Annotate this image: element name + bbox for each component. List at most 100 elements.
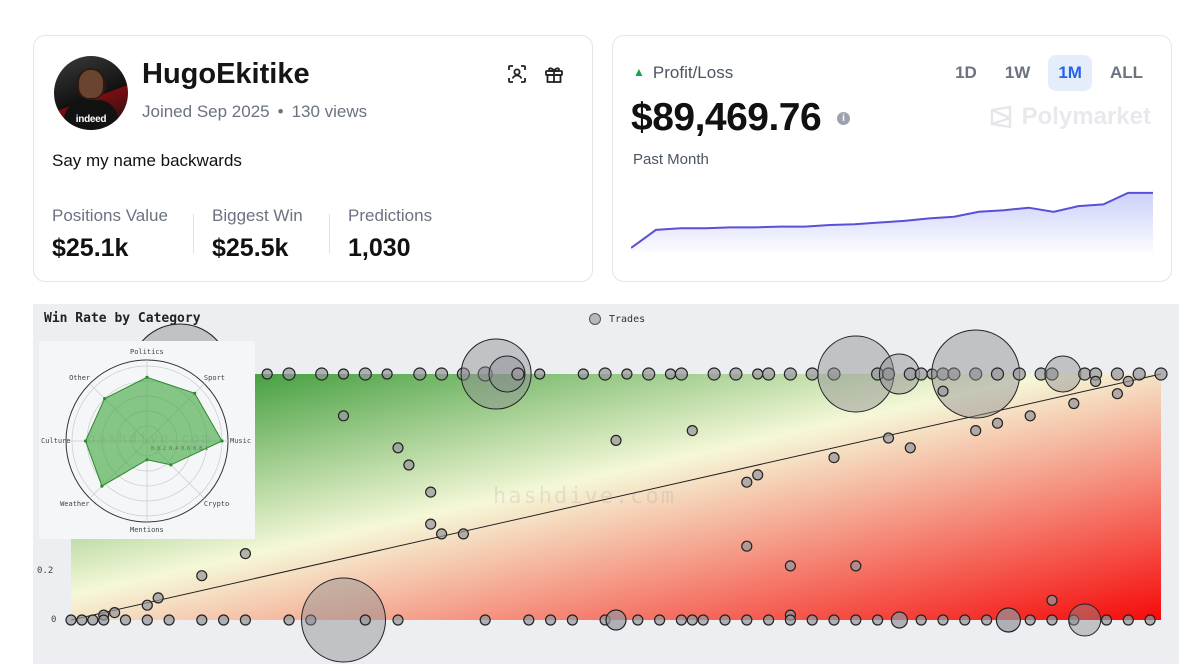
trade-point[interactable] [1100, 614, 1113, 626]
trade-point[interactable] [1122, 375, 1134, 388]
trade-point[interactable] [1110, 367, 1125, 381]
trade-point[interactable] [969, 367, 983, 381]
trade-point[interactable] [784, 560, 797, 572]
trade-point[interactable] [1068, 603, 1102, 637]
tab-all[interactable]: ALL [1109, 63, 1143, 82]
trade-point[interactable] [196, 570, 208, 582]
trade-point[interactable] [783, 367, 798, 381]
trade-point[interactable] [76, 614, 88, 626]
trade-point[interactable] [1024, 410, 1036, 422]
trade-point[interactable] [511, 367, 525, 381]
tab-1m[interactable]: 1M [1048, 55, 1092, 91]
trade-point[interactable] [741, 540, 753, 552]
trade-point[interactable] [577, 368, 589, 380]
trade-point[interactable] [381, 368, 393, 380]
trade-point[interactable] [707, 367, 721, 381]
trade-point[interactable] [523, 614, 535, 626]
trade-point[interactable] [686, 424, 698, 437]
info-icon[interactable]: i [837, 112, 850, 125]
trade-point[interactable] [337, 368, 350, 380]
trade-point[interactable] [1144, 614, 1156, 626]
trade-point[interactable] [239, 548, 251, 560]
trade-point[interactable] [392, 442, 404, 454]
trade-point[interactable] [664, 368, 677, 380]
trade-point[interactable] [632, 614, 644, 626]
trade-point[interactable] [566, 614, 579, 626]
trade-point[interactable] [1012, 367, 1026, 381]
trade-point[interactable] [141, 614, 153, 626]
trade-point[interactable] [752, 368, 764, 380]
trade-point[interactable] [239, 614, 251, 626]
trade-point[interactable] [337, 410, 350, 422]
gift-icon[interactable] [542, 62, 566, 86]
trade-point[interactable] [1078, 367, 1092, 381]
trade-point[interactable] [435, 367, 449, 381]
trade-point[interactable] [413, 367, 427, 381]
trade-point[interactable] [871, 614, 884, 626]
trade-point[interactable] [479, 614, 491, 626]
trade-point[interactable] [1024, 614, 1036, 626]
trade-point[interactable] [1068, 397, 1080, 410]
trade-point[interactable] [108, 607, 121, 619]
trade-point[interactable] [914, 367, 928, 381]
trade-point[interactable] [1154, 367, 1168, 381]
trade-point[interactable] [282, 367, 296, 381]
trade-point[interactable] [196, 614, 208, 626]
avatar[interactable]: indeed [54, 56, 128, 130]
trade-point[interactable] [915, 614, 927, 626]
trade-point[interactable] [456, 367, 470, 381]
trade-point[interactable] [119, 614, 132, 626]
trade-point[interactable] [534, 368, 546, 380]
trade-point[interactable] [827, 367, 841, 381]
scan-icon[interactable] [505, 62, 529, 86]
trade-point[interactable] [642, 367, 656, 381]
trade-point[interactable] [457, 528, 469, 540]
trade-point[interactable] [674, 367, 689, 381]
trade-point[interactable] [359, 614, 371, 626]
trade-point[interactable] [850, 614, 862, 626]
trade-point[interactable] [460, 338, 532, 410]
trade-point[interactable] [697, 614, 709, 626]
trade-point[interactable] [98, 614, 110, 626]
trade-point[interactable] [881, 367, 896, 381]
trade-point[interactable] [1122, 614, 1134, 626]
trade-point[interactable] [218, 614, 230, 626]
trade-point[interactable] [937, 385, 949, 397]
trade-point[interactable] [1046, 594, 1058, 606]
trade-point[interactable] [301, 577, 386, 663]
trade-point[interactable] [937, 614, 949, 626]
trade-point[interactable] [729, 367, 743, 381]
trade-point[interactable] [686, 614, 698, 626]
trade-point[interactable] [850, 560, 862, 572]
trade-point[interactable] [488, 355, 526, 393]
trade-point[interactable] [1111, 388, 1124, 400]
trade-point[interactable] [675, 614, 688, 626]
trade-point[interactable] [784, 614, 797, 626]
trade-point[interactable] [828, 614, 840, 626]
trade-point[interactable] [477, 366, 493, 382]
trade-point[interactable] [741, 476, 753, 488]
trade-point[interactable] [890, 611, 909, 629]
trade-point[interactable] [358, 367, 372, 381]
trade-point[interactable] [425, 486, 437, 498]
trade-point[interactable] [990, 367, 1005, 381]
trade-point[interactable] [719, 614, 731, 626]
trade-point[interactable] [653, 614, 666, 626]
trade-point[interactable] [87, 614, 99, 626]
trade-point[interactable] [163, 614, 175, 626]
trade-point[interactable] [141, 599, 153, 611]
trade-point[interactable] [436, 528, 448, 540]
tab-1w[interactable]: 1W [1004, 63, 1031, 82]
trade-point[interactable] [1132, 367, 1146, 381]
tab-1d[interactable]: 1D [955, 63, 977, 82]
trade-point[interactable] [959, 614, 971, 626]
trade-point[interactable] [828, 452, 840, 464]
trade-point[interactable] [980, 614, 993, 626]
trade-point[interactable] [621, 368, 633, 380]
trade-point[interactable] [152, 592, 164, 604]
trade-point[interactable] [970, 424, 982, 437]
trade-point[interactable] [882, 432, 895, 444]
trade-point[interactable] [806, 614, 818, 626]
trade-point[interactable] [65, 614, 77, 626]
trade-point[interactable] [1046, 614, 1058, 626]
